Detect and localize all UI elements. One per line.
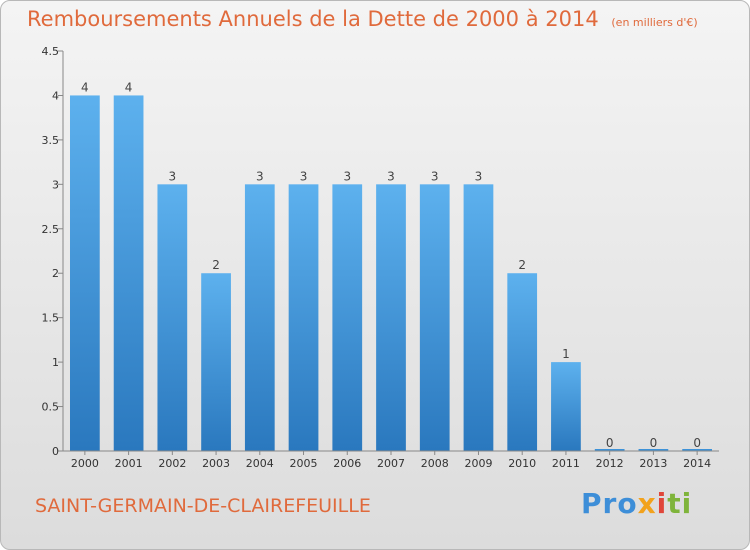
data-label: 4 [125, 80, 133, 94]
bar-2004 [244, 184, 275, 452]
y-tick-label: 2 [52, 267, 59, 280]
x-tick-label: 2005 [290, 457, 318, 470]
y-tick-label: 3 [52, 178, 59, 191]
title-text: Remboursements Annuels de la Dette de 20… [27, 7, 599, 31]
bar-2006 [332, 184, 363, 452]
bar-2008 [419, 184, 450, 452]
x-tick-label: 2010 [508, 457, 536, 470]
data-label: 3 [475, 169, 483, 183]
x-tick-label: 2002 [158, 457, 186, 470]
data-label: 0 [606, 436, 614, 450]
data-label: 3 [300, 169, 308, 183]
data-label: 2 [212, 258, 220, 272]
bar-2000 [69, 95, 100, 451]
data-label: 0 [650, 436, 658, 450]
x-tick-label: 2001 [115, 457, 143, 470]
y-tick-label: 2.5 [42, 223, 60, 236]
proxiti-logo: Proxiti [581, 487, 692, 520]
commune-name: SAINT-GERMAIN-DE-CLAIREFEUILLE [35, 495, 371, 517]
x-tick-label: 2006 [333, 457, 361, 470]
data-label: 0 [693, 436, 701, 450]
data-label: 4 [81, 80, 89, 94]
chart-subtitle: (en milliers d'€) [611, 16, 698, 29]
x-tick-label: 2009 [464, 457, 492, 470]
logo-part-1: Pro [581, 487, 638, 520]
logo-part-2: x [637, 487, 657, 520]
x-tick-label: 2007 [377, 457, 405, 470]
data-label: 3 [343, 169, 351, 183]
bar-2005 [288, 184, 319, 452]
logo-part-3: i [656, 487, 668, 520]
y-tick-label: 4 [52, 89, 59, 102]
bar-2007 [376, 184, 406, 452]
data-label: 3 [431, 169, 439, 183]
x-tick-label: 2008 [421, 457, 449, 470]
y-tick-label: 1.5 [42, 312, 60, 325]
bar-2001 [113, 95, 144, 451]
chart-title: Remboursements Annuels de la Dette de 20… [27, 7, 698, 31]
bar-2003 [201, 273, 231, 451]
y-tick-label: 4.5 [42, 45, 60, 58]
data-label: 3 [256, 169, 264, 183]
x-tick-label: 2003 [202, 457, 230, 470]
y-tick-label: 0 [52, 445, 59, 458]
data-label: 2 [518, 258, 526, 272]
x-tick-label: 2000 [71, 457, 99, 470]
data-label: 3 [387, 169, 395, 183]
bar-2002 [157, 184, 188, 452]
bar-2010 [507, 273, 538, 451]
y-tick-label: 0.5 [42, 401, 60, 414]
logo-part-4: ti [667, 487, 693, 520]
x-tick-label: 2011 [552, 457, 580, 470]
y-tick-label: 3.5 [42, 134, 60, 147]
data-label: 3 [169, 169, 177, 183]
x-tick-label: 2012 [596, 457, 624, 470]
data-label: 1 [562, 347, 570, 361]
bar-2009 [463, 184, 494, 452]
x-tick-label: 2014 [683, 457, 711, 470]
bar-2011 [551, 362, 581, 451]
x-tick-label: 2013 [639, 457, 667, 470]
y-tick-label: 1 [52, 356, 59, 369]
x-tick-label: 2004 [246, 457, 274, 470]
